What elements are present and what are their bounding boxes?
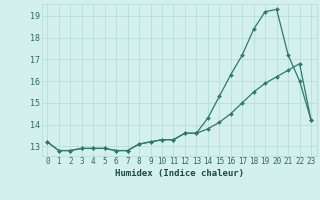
X-axis label: Humidex (Indice chaleur): Humidex (Indice chaleur)	[115, 169, 244, 178]
